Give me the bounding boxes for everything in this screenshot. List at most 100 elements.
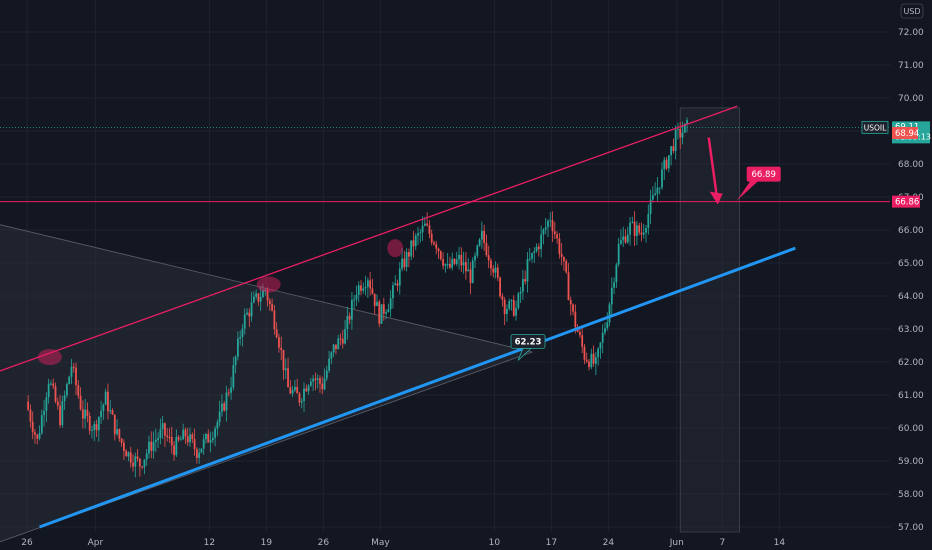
candle-up — [380, 304, 383, 325]
candle-down — [118, 428, 121, 442]
candle-down — [430, 229, 433, 246]
candle-up — [159, 418, 162, 445]
candle-up — [462, 251, 465, 274]
candle-up — [259, 285, 262, 311]
candle-down — [77, 380, 80, 399]
candle-down — [81, 400, 84, 429]
candle-up — [392, 281, 394, 309]
time-tick-label: 17 — [546, 538, 557, 548]
candle-down — [321, 376, 324, 395]
time-tick-label: Jun — [669, 538, 684, 548]
candle-down — [537, 243, 540, 257]
candle-up — [202, 433, 205, 456]
candle-up — [241, 324, 244, 347]
channel-lower-support-line[interactable] — [39, 246, 796, 529]
candle-down — [551, 211, 554, 243]
candle-up — [480, 221, 483, 249]
channel-upper-line[interactable] — [0, 105, 738, 377]
candle-up — [353, 294, 356, 309]
candle-up — [134, 452, 137, 478]
candle-down — [483, 224, 486, 251]
previous-close-tag: 68.94 — [892, 126, 919, 139]
candle-up — [312, 375, 315, 392]
price-tick-label: 72.00 — [898, 28, 924, 38]
candle-up — [599, 341, 602, 359]
candle-up — [243, 308, 246, 335]
candle-up — [531, 252, 533, 263]
candle-down — [164, 422, 166, 447]
candle-down — [560, 242, 563, 266]
candle-down — [268, 297, 271, 311]
candle-up — [387, 303, 390, 313]
candle-up — [601, 324, 604, 354]
candle-down — [52, 378, 55, 390]
time-tick-label: 24 — [603, 538, 615, 548]
candle-up — [594, 351, 597, 376]
candle-down — [27, 395, 30, 412]
candle-up — [211, 431, 214, 444]
candle-up — [526, 251, 529, 293]
price-tick-label: 58.00 — [898, 490, 924, 500]
candle-down — [296, 378, 299, 394]
candle-up — [608, 302, 611, 327]
candle-up — [674, 125, 677, 160]
candle-up — [157, 432, 159, 449]
candle-up — [161, 415, 164, 439]
candle-down — [207, 429, 210, 443]
candle-down — [289, 380, 292, 395]
candle-up — [533, 247, 536, 263]
candle-up — [63, 390, 66, 410]
candle-up — [629, 217, 631, 246]
candle-down — [56, 397, 59, 410]
candle-up — [458, 246, 460, 270]
candle-down — [437, 247, 440, 260]
candle-down — [257, 292, 260, 306]
candle-up — [61, 395, 64, 428]
time-tick-label: 7 — [720, 538, 726, 548]
candle-down — [138, 457, 141, 477]
candle-down — [186, 427, 189, 446]
candle-down — [72, 362, 75, 373]
candle-down — [314, 372, 317, 391]
candle-up — [636, 220, 638, 245]
candle-down — [369, 272, 372, 296]
candle-down — [177, 435, 180, 442]
candle-up — [145, 449, 148, 466]
candle-down — [490, 258, 492, 276]
candle-down — [426, 212, 429, 227]
price-axis[interactable] — [890, 0, 932, 550]
candle-down — [319, 375, 321, 393]
candle-up — [626, 226, 629, 244]
candle-up — [40, 409, 43, 436]
candle-down — [524, 270, 527, 285]
candle-up — [337, 334, 340, 350]
candle-down — [193, 428, 196, 456]
candle-up — [70, 358, 73, 385]
candle-down — [633, 211, 636, 246]
candle-up — [38, 425, 41, 441]
candle-up — [189, 427, 191, 447]
candle-up — [284, 358, 287, 379]
candle-down — [569, 296, 572, 316]
candle-up — [316, 374, 319, 389]
candle-up — [405, 248, 408, 272]
time-axis-ticks: 26 Apr 12 19 26 May 10 17 24 Jun 7 14 — [21, 538, 785, 548]
candle-down — [581, 327, 584, 354]
candle-up — [528, 248, 531, 262]
candle-up — [620, 229, 622, 245]
candle-down — [266, 287, 269, 307]
candle-down — [565, 259, 568, 274]
price-tick-label: 61.00 — [898, 391, 924, 401]
candle-up — [515, 300, 517, 321]
candle-up — [294, 380, 296, 392]
candle-up — [182, 423, 185, 440]
candle-up — [148, 435, 150, 459]
candle-up — [91, 425, 93, 439]
candle-up — [494, 261, 497, 279]
candle-down — [638, 222, 641, 236]
swing-high-markers — [37, 239, 404, 366]
currency-badge[interactable]: USD — [900, 3, 924, 19]
candle-up — [250, 291, 253, 322]
projection-zone — [679, 107, 740, 533]
